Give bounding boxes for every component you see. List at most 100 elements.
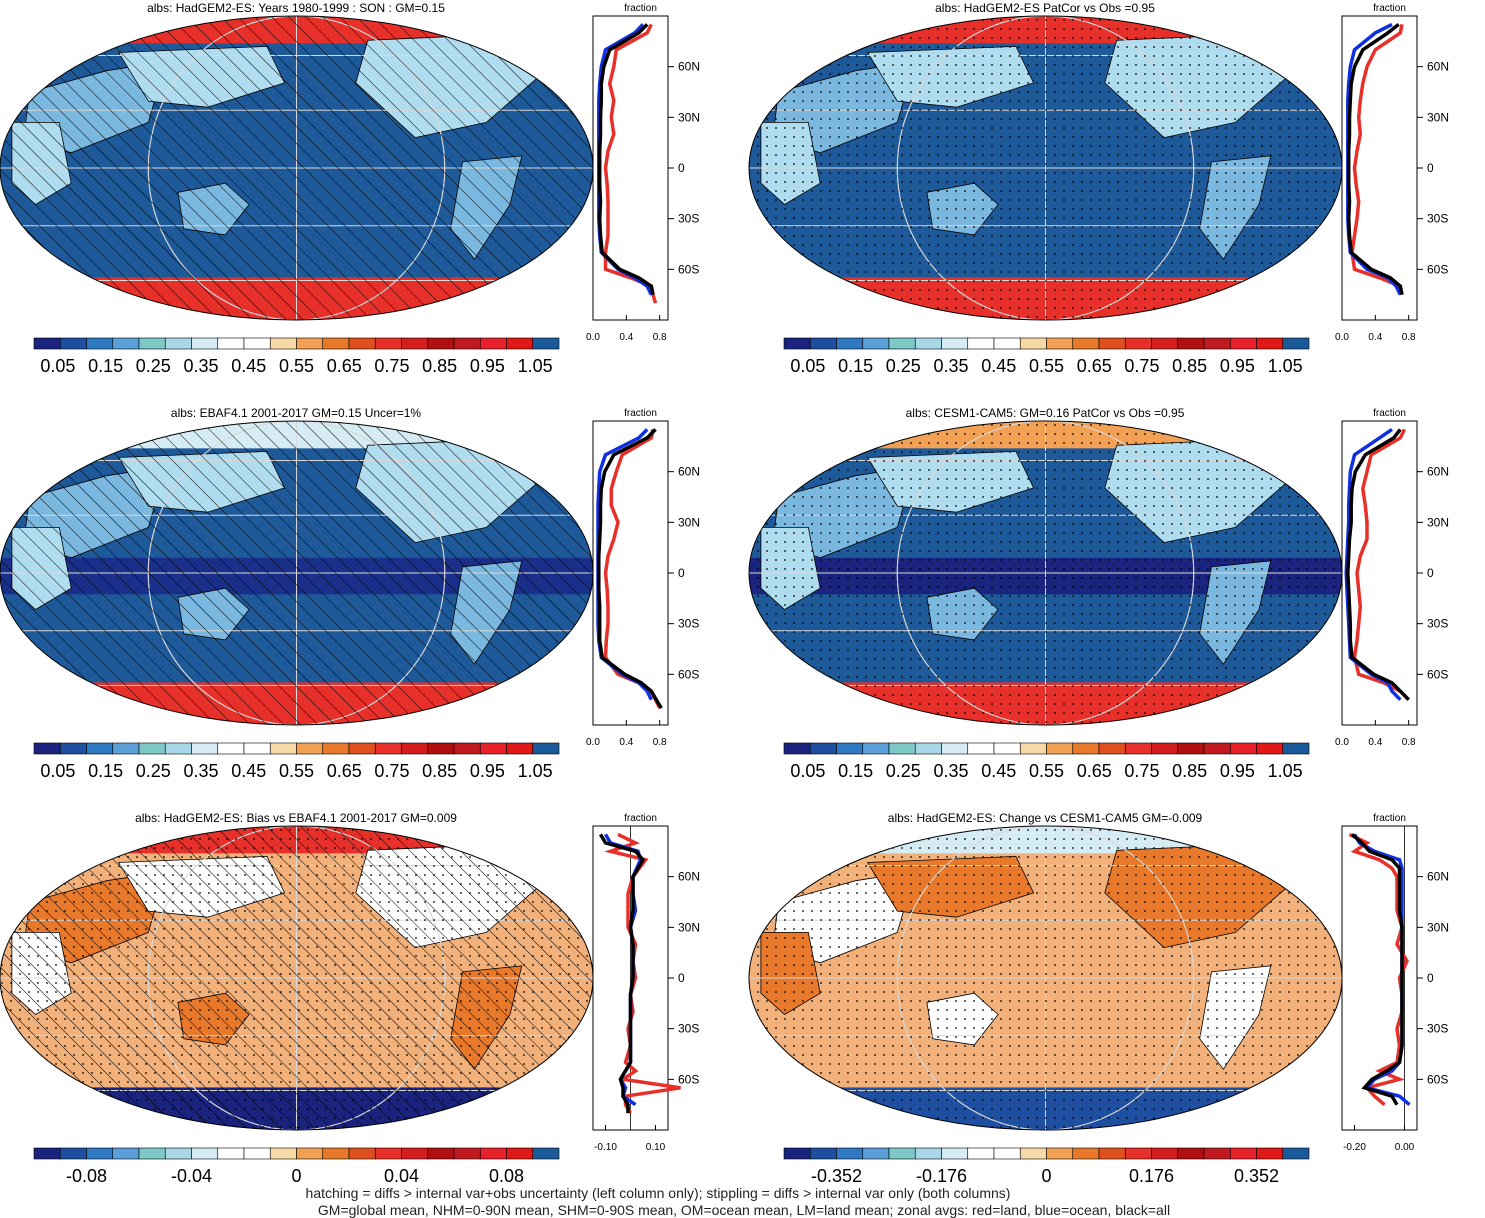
- colorbar-box: [1256, 1147, 1284, 1160]
- lat-tick-label: 0: [678, 971, 685, 985]
- zonal-xtick-label: 0.0: [586, 737, 600, 748]
- colorbar-box: [532, 337, 560, 350]
- colorbar-box: [453, 1147, 481, 1160]
- colorbar-label: 0.15: [838, 761, 873, 781]
- lat-tick-label: 30S: [1427, 212, 1448, 226]
- lat-tick-label: 0: [678, 161, 685, 175]
- colorbar-box: [862, 742, 890, 755]
- colorbar-box: [914, 1147, 942, 1160]
- colorbar-box: [1124, 1147, 1152, 1160]
- zonal-xtick-label: -0.10: [594, 1142, 617, 1153]
- map: [749, 826, 1342, 1130]
- colorbar-box: [138, 1147, 166, 1160]
- lat-tick-label: 30N: [1427, 920, 1449, 934]
- lat-tick-label: 0: [678, 566, 685, 580]
- colorbar-box: [532, 1147, 560, 1160]
- colorbar-label: 0.35: [934, 761, 969, 781]
- hatching-overlay: [0, 421, 593, 725]
- colorbar-label: 0.25: [886, 761, 921, 781]
- colorbar-box: [1229, 1147, 1257, 1160]
- zonal-xtick-label: 0.4: [1368, 332, 1382, 343]
- colorbar-box: [322, 1147, 350, 1160]
- colorbar-label: 0.55: [279, 356, 314, 376]
- lat-tick-label: 60S: [678, 1072, 699, 1086]
- hatching-overlay: [0, 16, 593, 320]
- colorbar-box: [506, 1147, 534, 1160]
- colorbar-box: [348, 1147, 376, 1160]
- colorbar-box: [967, 742, 995, 755]
- colorbar-box: [374, 337, 402, 350]
- colorbar-box: [836, 1147, 864, 1160]
- colorbar-label: 0.25: [886, 356, 921, 376]
- zonal-line-all: [598, 833, 646, 1114]
- colorbar-box: [401, 337, 429, 350]
- colorbar-label: 0.45: [981, 761, 1016, 781]
- colorbar-box: [809, 742, 837, 755]
- colorbar-label: -0.04: [171, 1166, 212, 1186]
- colorbar-box: [112, 742, 140, 755]
- colorbar-box: [164, 1147, 192, 1160]
- colorbar-box: [322, 742, 350, 755]
- colorbar-label: 0.65: [327, 761, 362, 781]
- colorbar-box: [427, 742, 455, 755]
- colorbar-box: [479, 337, 507, 350]
- map: [749, 421, 1342, 725]
- colorbar-label: 0.25: [136, 356, 171, 376]
- colorbar-box: [1229, 337, 1257, 350]
- colorbar-box: [888, 742, 916, 755]
- colorbar-box: [836, 742, 864, 755]
- colorbar-box: [138, 337, 166, 350]
- panel-3: albs: EBAF4.1 2001-2017 GM=0.15 Uncer=1%…: [0, 406, 700, 781]
- lat-tick-label: 30N: [1427, 515, 1449, 529]
- zonal-xtick-label: 0.8: [653, 332, 667, 343]
- colorbar-label: 0.95: [470, 356, 505, 376]
- zonal-line-all: [1350, 833, 1404, 1106]
- colorbar-label: 0.15: [838, 356, 873, 376]
- footer-line-2: GM=global mean, NHM=0-90N mean, SHM=0-90…: [318, 1202, 1170, 1218]
- colorbar-label: 0.85: [422, 761, 457, 781]
- zonal-xtick-label: 0.8: [1402, 332, 1416, 343]
- lat-tick-label: 60N: [1427, 60, 1449, 74]
- colorbar-box: [33, 337, 61, 350]
- colorbar-label: 0.05: [40, 761, 75, 781]
- colorbar-label: 0.75: [1124, 356, 1159, 376]
- map: [749, 16, 1342, 320]
- colorbar-box: [296, 337, 324, 350]
- colorbar-label: 0.75: [374, 761, 409, 781]
- colorbar-box: [914, 337, 942, 350]
- colorbar-box: [1151, 337, 1179, 350]
- colorbar-box: [453, 337, 481, 350]
- colorbar-label: 0.35: [934, 356, 969, 376]
- colorbar-label: 0.45: [231, 356, 266, 376]
- lat-tick-label: 30S: [678, 1022, 699, 1036]
- colorbar-label: 1.05: [1268, 761, 1303, 781]
- colorbar-box: [33, 1147, 61, 1160]
- zonal-line-land: [1352, 428, 1410, 701]
- colorbar-label: 0.05: [790, 761, 825, 781]
- zonal-title: fraction: [624, 408, 657, 419]
- colorbar-label: 0: [1041, 1166, 1051, 1186]
- zonal-xtick-label: 0.8: [653, 737, 667, 748]
- colorbar-box: [836, 337, 864, 350]
- colorbar-box: [217, 337, 245, 350]
- colorbar-box: [1098, 1147, 1126, 1160]
- colorbar-box: [967, 337, 995, 350]
- colorbar-box: [914, 742, 942, 755]
- lat-tick-label: 60S: [1427, 1072, 1448, 1086]
- lat-tick-label: 0: [1427, 971, 1434, 985]
- zonal-title: fraction: [624, 813, 657, 824]
- colorbar-label: 1.05: [518, 356, 553, 376]
- zonal-xtick-label: 0.0: [586, 332, 600, 343]
- colorbar-box: [479, 742, 507, 755]
- colorbar-label: 0.55: [279, 761, 314, 781]
- panel-title: albs: HadGEM2-ES PatCor vs Obs =0.95: [935, 1, 1155, 15]
- colorbar-box: [1072, 1147, 1100, 1160]
- colorbar-box: [112, 337, 140, 350]
- colorbar-label: 0.45: [231, 761, 266, 781]
- zonal-line-all: [1346, 23, 1404, 296]
- zonal-xtick-label: 0.8: [1402, 737, 1416, 748]
- zonal-line-land: [1350, 24, 1404, 296]
- colorbar-label: 0.04: [384, 1166, 419, 1186]
- colorbar-box: [243, 1147, 271, 1160]
- colorbar-box: [243, 742, 271, 755]
